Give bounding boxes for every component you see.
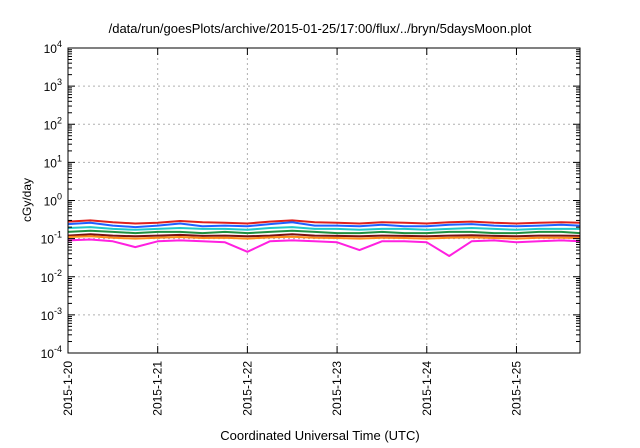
x-axis-label: Coordinated Universal Time (UTC)	[220, 428, 420, 443]
y-tick-label: 103	[44, 77, 62, 94]
y-tick-label: 104	[44, 39, 62, 56]
x-tick-label: 2015-1-22	[240, 361, 254, 416]
y-axis-label: cGy/day	[20, 178, 34, 222]
grid-lines	[68, 48, 580, 353]
x-tick-label: 2015-1-25	[509, 361, 523, 416]
y-tick-label: 100	[44, 192, 62, 209]
y-tick-label: 102	[44, 115, 62, 132]
series-lines	[67, 219, 581, 257]
series-line-5	[67, 233, 581, 238]
series-line-1	[67, 219, 581, 225]
series-line-7	[67, 238, 581, 257]
series-line-3	[67, 226, 580, 231]
x-tick-label: 2015-1-20	[61, 361, 75, 416]
chart-title: /data/run/goesPlots/archive/2015-01-25/1…	[108, 21, 532, 36]
y-tick-label: 10-2	[41, 268, 62, 285]
y-tick-label: 101	[44, 153, 62, 170]
series-line-4	[67, 229, 581, 235]
y-tick-labels: 10-4 10-3 10-2 10-1 100 101 102 103 104	[41, 39, 62, 361]
x-tick-label: 2015-1-24	[420, 361, 434, 416]
series-line-6	[67, 235, 581, 240]
x-tick-label: 2015-1-21	[151, 361, 165, 416]
series-line-2	[67, 221, 581, 229]
y-tick-label: 10-3	[41, 306, 62, 323]
axis-ticks	[67, 47, 580, 354]
y-tick-label: 10-1	[41, 230, 62, 247]
y-tick-label: 10-4	[41, 344, 62, 361]
x-tick-labels: 2015-1-20 2015-1-21 2015-1-22 2015-1-23 2015…	[61, 361, 523, 416]
x-tick-label: 2015-1-23	[330, 361, 344, 416]
